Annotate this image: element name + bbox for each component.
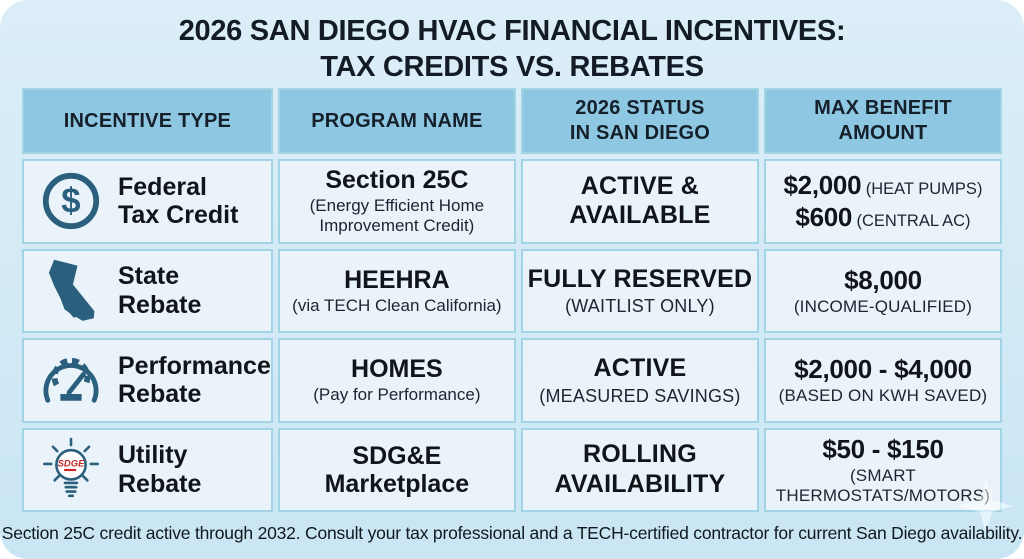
table-row-performance-program-cell: HOMES (Pay for Performance)	[277, 338, 516, 423]
benefit-note: (HEAT PUMPS)	[865, 179, 983, 198]
program-subtitle: (Energy Efficient Home Improvement Credi…	[309, 195, 485, 236]
footer-disclaimer: Section 25C credit active through 2032. …	[1, 523, 1023, 543]
benefit-amount: $50 - $150	[822, 433, 944, 464]
column-header-incentive-type: INCENTIVE TYPE	[22, 88, 273, 154]
incentive-type-label: Performance Rebate	[118, 351, 271, 409]
status-text: ACTIVE & AVAILABLE	[569, 171, 711, 230]
incentive-type-label: Utility Rebate	[118, 441, 202, 498]
program-subtitle: (via TECH Clean California)	[292, 295, 502, 315]
benefit-note: (SMART THERMOSTATS/MOTORS)	[775, 465, 991, 505]
status-text: FULLY RESERVED	[527, 264, 753, 293]
column-header-max-benefit: MAX BENEFIT AMOUNT	[763, 88, 1002, 154]
table-row-federal-type-cell: $ Federal Tax Credit	[22, 159, 273, 244]
table-row-federal-status-cell: ACTIVE & AVAILABLE	[520, 159, 759, 244]
program-name: HOMES	[351, 355, 443, 384]
table-row-performance-benefit-cell: $2,000 - $4,000 (BASED ON KWH SAVED)	[763, 338, 1002, 423]
benefit-amount: $2,000	[783, 169, 862, 200]
page-title-line1: 2026 SAN DIEGO HVAC FINANCIAL INCENTIVES…	[178, 15, 846, 47]
page-title: 2026 SAN DIEGO HVAC FINANCIAL INCENTIVES…	[0, 14, 1024, 86]
benefit-amount: $600	[795, 202, 853, 233]
incentives-table: INCENTIVE TYPE PROGRAM NAME 2026 STATUS …	[22, 88, 1002, 512]
program-name: Section 25C	[325, 165, 469, 194]
program-name: SDG&E Marketplace	[324, 441, 470, 498]
program-name: HEEHRA	[344, 265, 450, 294]
table-row-performance-status-cell: ACTIVE (MEASURED SAVINGS)	[520, 338, 759, 423]
table-row-utility-program-cell: SDG&E Marketplace	[277, 427, 516, 512]
column-header-2026-status: 2026 STATUS IN SAN DIEGO	[520, 88, 759, 154]
status-subtext: (MEASURED SAVINGS)	[539, 385, 741, 406]
benefit-note: (BASED ON KWH SAVED)	[778, 386, 988, 406]
sdge-lightbulb-icon: SDGE	[38, 437, 104, 503]
table-row-state-status-cell: FULLY RESERVED (WAITLIST ONLY)	[520, 248, 759, 333]
benefit-note: (CENTRAL AC)	[856, 212, 971, 231]
table-row-federal-benefit-cell: $2,000 (HEAT PUMPS) $600 (CENTRAL AC)	[763, 159, 1002, 244]
benefit-amount: $2,000 - $4,000	[794, 354, 972, 385]
benefit-line: $600 (CENTRAL AC)	[795, 201, 970, 234]
svg-text:$: $	[61, 182, 80, 221]
table-row-state-benefit-cell: $8,000 (INCOME-QUALIFIED)	[763, 248, 1002, 333]
table-row-state-type-cell: State Rebate	[22, 248, 273, 333]
incentive-type-label: State Rebate	[118, 262, 202, 319]
gauge-icon	[38, 352, 104, 408]
table-row-utility-type-cell: SDGE Utility Rebate	[22, 427, 273, 512]
benefit-line: $2,000 (HEAT PUMPS)	[784, 169, 983, 202]
table-row-state-program-cell: HEEHRA (via TECH Clean California)	[277, 248, 516, 333]
benefit-amount: $8,000	[844, 264, 922, 295]
status-subtext: (WAITLIST ONLY)	[565, 296, 715, 316]
program-subtitle: (Pay for Performance)	[313, 385, 481, 405]
column-header-program-name: PROGRAM NAME	[277, 88, 516, 154]
california-state-icon	[38, 258, 104, 324]
status-text: ROLLING AVAILABILITY	[554, 440, 726, 498]
dollar-circle-icon: $	[38, 170, 104, 232]
table-row-performance-type-cell: Performance Rebate	[22, 338, 273, 423]
table-row-utility-benefit-cell: $50 - $150 (SMART THERMOSTATS/MOTORS)	[763, 427, 1002, 512]
sdge-logo-text: SDGE	[58, 458, 86, 469]
page-title-line2: TAX CREDITS VS. REBATES	[320, 50, 704, 83]
benefit-note: (INCOME-QUALIFIED)	[793, 296, 973, 316]
table-row-utility-status-cell: ROLLING AVAILABILITY	[520, 427, 759, 512]
status-text: ACTIVE	[593, 354, 687, 382]
incentive-type-label: Federal Tax Credit	[118, 172, 239, 230]
table-row-federal-program-cell: Section 25C (Energy Efficient Home Impro…	[277, 159, 516, 244]
